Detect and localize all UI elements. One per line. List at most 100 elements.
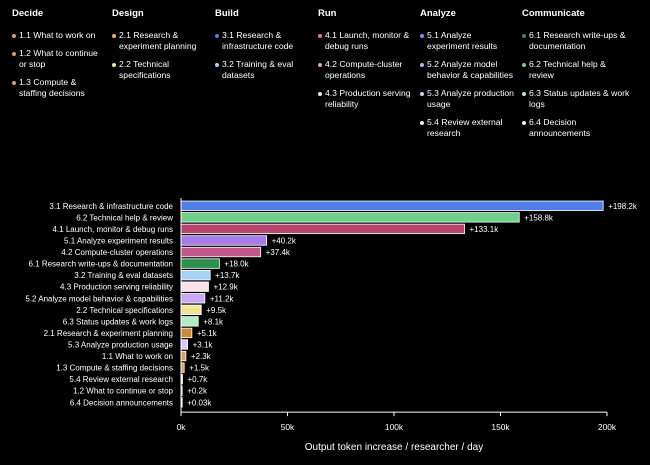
legend-item-label: 5.3 Analyze production usage bbox=[427, 88, 514, 109]
y-axis-tick-label: 6.1 Research write-ups & documentation bbox=[28, 260, 173, 269]
legend-item: 1.1 What to work on bbox=[12, 30, 104, 41]
legend-item: 1.2 What to continue or stop bbox=[12, 48, 104, 70]
legend-item-label: 1.3 Compute & staffing decisions bbox=[19, 77, 85, 98]
y-axis-tick-label: 5.3 Analyze production usage bbox=[68, 341, 174, 350]
legend-swatch-dot bbox=[112, 63, 116, 67]
bar bbox=[180, 339, 189, 350]
legend-item-label: 2.1 Research & experiment planning bbox=[119, 30, 197, 51]
y-axis-tick-label: 1.1 What to work on bbox=[102, 352, 173, 361]
legend-group-design: Design 2.1 Research & experiment planning… bbox=[112, 8, 208, 88]
legend-item-label: 6.4 Decision announcements bbox=[529, 117, 591, 138]
x-axis-tick-label: 50k bbox=[281, 422, 295, 432]
bar bbox=[180, 258, 220, 269]
bar-value-label: +133.1k bbox=[470, 225, 500, 234]
y-axis-tick-label: 2.1 Research & experiment planning bbox=[44, 329, 173, 338]
y-axis-tick-label: 2.2 Technical specifications bbox=[76, 306, 173, 315]
legend-swatch-dot bbox=[215, 34, 219, 38]
bar-value-label: +0.03k bbox=[187, 398, 212, 407]
bar bbox=[180, 269, 211, 281]
legend-group-title: Analyze bbox=[420, 8, 456, 19]
legend-group-decide: Decide 1.1 What to work on 1.2 What to con… bbox=[12, 8, 104, 106]
x-axis-tick-label: 200k bbox=[598, 422, 617, 432]
bar bbox=[180, 316, 199, 327]
bar bbox=[180, 235, 268, 246]
bar-value-label: +13.7k bbox=[215, 271, 240, 280]
legend-item: 6.2 Technical help & review bbox=[522, 59, 632, 81]
bar-value-label: +8.1k bbox=[203, 317, 224, 326]
bar-value-label: +1.5k bbox=[189, 364, 210, 373]
legend-item: 6.1 Research write-ups & documentation bbox=[522, 30, 632, 52]
legend-swatch-dot bbox=[215, 63, 219, 67]
bar bbox=[180, 293, 206, 304]
legend-item: 6.3 Status updates & work logs bbox=[522, 88, 632, 110]
chart-legend: Decide 1.1 What to work on 1.2 What to con… bbox=[0, 0, 650, 190]
legend-swatch-dot bbox=[12, 81, 16, 85]
legend-item: 4.1 Launch, monitor & debug runs bbox=[318, 30, 414, 52]
legend-item: 1.3 Compute & staffing decisions bbox=[12, 77, 104, 99]
bar-value-label: +18.0k bbox=[224, 260, 249, 269]
bar-value-label: +12.9k bbox=[213, 283, 238, 292]
y-axis-tick-label: 1.2 What to continue or stop bbox=[73, 387, 174, 396]
legend-swatch-dot bbox=[522, 63, 526, 67]
legend-group-communicate: Communicate 6.1 Research write-ups & docu… bbox=[522, 8, 632, 146]
legend-item-label: 6.2 Technical help & review bbox=[529, 59, 606, 80]
bar bbox=[180, 281, 209, 292]
legend-item-label: 5.4 Review external research bbox=[427, 117, 503, 138]
y-axis-tick-label: 6.4 Decision announcements bbox=[70, 398, 173, 407]
bar bbox=[180, 350, 187, 362]
legend-item-label: 4.2 Compute-cluster operations bbox=[325, 59, 403, 80]
y-axis-tick-label: 4.2 Compute-cluster operations bbox=[61, 248, 173, 257]
legend-group-title: Communicate bbox=[522, 8, 585, 19]
legend-item: 4.2 Compute-cluster operations bbox=[318, 59, 414, 81]
legend-item: 4.3 Production serving reliability bbox=[318, 88, 414, 110]
legend-item-label: 1.2 What to continue or stop bbox=[19, 48, 98, 69]
y-axis-tick-label: 5.4 Review external research bbox=[69, 375, 173, 384]
bar-value-label: +158.8k bbox=[524, 213, 554, 222]
bar bbox=[180, 304, 202, 315]
y-axis-tick-label: 4.3 Production serving reliability bbox=[60, 283, 173, 292]
legend-group-analyze: Analyze 5.1 Analyze experiment results 5.2… bbox=[420, 8, 516, 146]
legend-group-build: Build 3.1 Research & infrastructure code 3… bbox=[215, 8, 311, 88]
legend-group-title: Run bbox=[318, 8, 337, 19]
legend-item: 6.4 Decision announcements bbox=[522, 117, 632, 139]
legend-swatch-dot bbox=[318, 63, 322, 67]
x-axis-tick-label: 150k bbox=[491, 422, 510, 432]
x-axis-tick-label: 0k bbox=[177, 422, 187, 432]
y-axis-tick-labels: 3.1 Research & infrastructure code 6.2 Te… bbox=[25, 202, 173, 408]
legend-swatch-dot bbox=[12, 34, 16, 38]
legend-item-label: 5.1 Analyze experiment results bbox=[427, 30, 498, 51]
legend-item: 5.3 Analyze production usage bbox=[420, 88, 516, 110]
legend-item: 5.4 Review external research bbox=[420, 117, 516, 139]
y-axis-tick-label: 4.1 Launch, monitor & debug runs bbox=[52, 225, 173, 234]
legend-swatch-dot bbox=[318, 34, 322, 38]
legend-item-label: 3.1 Research & infrastructure code bbox=[222, 30, 294, 51]
legend-item: 5.1 Analyze experiment results bbox=[420, 30, 516, 52]
bar-value-label: +0.2k bbox=[187, 387, 208, 396]
bar-value-label: +37.4k bbox=[266, 248, 291, 257]
legend-group-title: Build bbox=[215, 8, 239, 19]
legend-swatch-dot bbox=[420, 121, 424, 125]
bar bbox=[180, 212, 520, 223]
y-axis-tick-label: 5.1 Analyze experiment results bbox=[64, 236, 173, 245]
legend-swatch-dot bbox=[12, 52, 16, 56]
y-axis-tick-label: 6.2 Technical help & review bbox=[76, 213, 173, 222]
legend-swatch-dot bbox=[420, 63, 424, 67]
legend-item: 5.2 Analyze model behavior & capabilitie… bbox=[420, 59, 516, 81]
legend-swatch-dot bbox=[522, 92, 526, 96]
bars bbox=[180, 200, 604, 408]
bar bbox=[180, 246, 262, 258]
legend-item: 2.1 Research & experiment planning bbox=[112, 30, 208, 52]
legend-item-label: 2.2 Technical specifications bbox=[119, 59, 171, 80]
legend-swatch-dot bbox=[420, 34, 424, 38]
y-axis-tick-label: 1.3 Compute & staffing decisions bbox=[56, 364, 173, 373]
y-axis-tick-label: 5.2 Analyze model behavior & capabilitie… bbox=[25, 294, 173, 303]
bar bbox=[180, 200, 604, 211]
legend-item-label: 1.1 What to work on bbox=[19, 30, 96, 40]
legend-item-label: 4.1 Launch, monitor & debug runs bbox=[325, 30, 410, 51]
legend-item-label: 4.3 Production serving reliability bbox=[325, 88, 411, 109]
legend-group-title: Decide bbox=[12, 8, 44, 19]
bar-value-label: +5.1k bbox=[197, 329, 218, 338]
legend-item: 3.1 Research & infrastructure code bbox=[215, 30, 311, 52]
legend-swatch-dot bbox=[522, 34, 526, 38]
legend-item-label: 5.2 Analyze model behavior & capabilitie… bbox=[427, 59, 513, 80]
